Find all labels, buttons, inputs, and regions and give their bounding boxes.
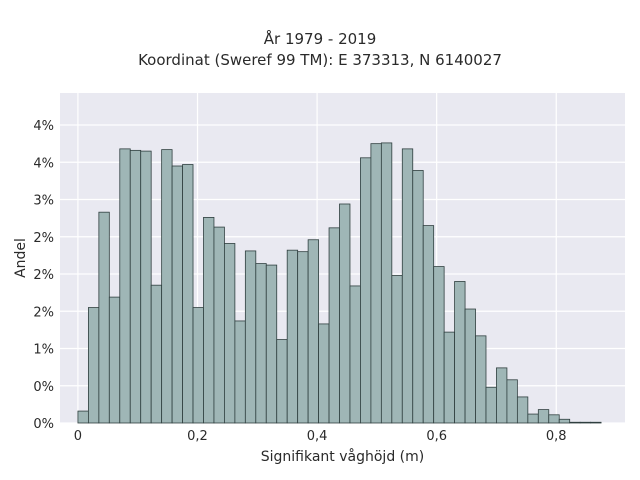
- histogram-bar: [276, 339, 288, 424]
- histogram-bar: [412, 170, 424, 424]
- histogram-bar: [161, 149, 173, 424]
- histogram-bar: [443, 331, 456, 424]
- histogram-bar: [360, 157, 372, 424]
- histogram-bar: [108, 296, 121, 424]
- histogram-bar: [558, 418, 571, 424]
- x-tick-label: 0,4: [307, 429, 328, 444]
- histogram-bar: [77, 410, 89, 424]
- histogram-bar: [569, 421, 581, 424]
- histogram-bar: [370, 143, 382, 424]
- histogram-bar: [119, 148, 131, 424]
- histogram-bar: [129, 149, 142, 424]
- histogram-bar: [506, 379, 518, 424]
- y-tick-label: 4%: [33, 119, 54, 134]
- histogram-bar: [224, 243, 236, 424]
- histogram-bar: [203, 217, 215, 424]
- y-tick-label: 0%: [33, 417, 54, 432]
- histogram-bar: [297, 251, 309, 424]
- histogram-bar: [286, 249, 299, 424]
- x-axis-label: Signifikant våghöjd (m): [261, 448, 424, 465]
- histogram-bar: [339, 203, 351, 424]
- histogram-bar: [244, 250, 257, 424]
- histogram-bar: [485, 386, 497, 424]
- histogram-bar: [349, 285, 361, 424]
- histogram-bar: [464, 308, 476, 424]
- histogram-bar: [150, 284, 163, 424]
- histogram-bar: [182, 164, 194, 424]
- y-tick-label: 2%: [33, 268, 54, 283]
- histogram-bar: [328, 227, 340, 424]
- y-tick-label: 3%: [33, 194, 54, 209]
- histogram-bar: [234, 320, 246, 424]
- histogram-bar: [454, 281, 466, 424]
- histogram-bar: [307, 239, 319, 424]
- y-tick-label: 0%: [33, 380, 54, 395]
- bars: [77, 142, 602, 424]
- histogram-bar: [255, 263, 267, 424]
- histogram-bar: [590, 421, 602, 424]
- histogram-bar: [401, 148, 414, 424]
- y-tick-label: 2%: [33, 231, 54, 246]
- y-tick-label: 4%: [33, 156, 54, 171]
- histogram-bar: [192, 307, 204, 424]
- histogram-bar: [496, 367, 508, 424]
- histogram-bar: [318, 323, 330, 424]
- histogram-bar: [140, 150, 152, 424]
- y-tick-label: 2%: [33, 305, 54, 320]
- x-tick-label: 0,2: [187, 429, 208, 444]
- histogram-bar: [391, 275, 403, 424]
- x-tick-label: 0: [74, 429, 82, 444]
- y-axis-label: Andel: [13, 238, 29, 278]
- histogram-bar: [433, 266, 445, 424]
- histogram-bar: [579, 421, 592, 424]
- histogram-bar: [527, 413, 539, 424]
- histogram-bar: [87, 307, 100, 424]
- chart-title: År 1979 - 2019: [263, 30, 377, 48]
- histogram-bar: [475, 335, 487, 424]
- x-tick-label: 0,6: [426, 429, 447, 444]
- x-axis-ticks: 0 0,2 0,4 0,6 0,8: [74, 429, 567, 444]
- y-axis-ticks: 0% 0% 1% 2% 2% 2% 3% 4% 4%: [33, 119, 54, 432]
- histogram-bar: [213, 226, 225, 424]
- histogram-bar: [265, 264, 278, 424]
- y-tick-label: 1%: [33, 343, 54, 358]
- histogram-bar: [516, 396, 529, 424]
- histogram-bar: [422, 225, 435, 424]
- chart-subtitle: Koordinat (Sweref 99 TM): E 373313, N 61…: [138, 51, 502, 69]
- histogram-bar: [380, 142, 393, 424]
- histogram-bar: [98, 211, 110, 424]
- histogram-bar: [537, 409, 550, 424]
- histogram-bar: [171, 165, 183, 424]
- x-tick-label: 0,8: [546, 429, 567, 444]
- histogram-bar: [548, 414, 560, 424]
